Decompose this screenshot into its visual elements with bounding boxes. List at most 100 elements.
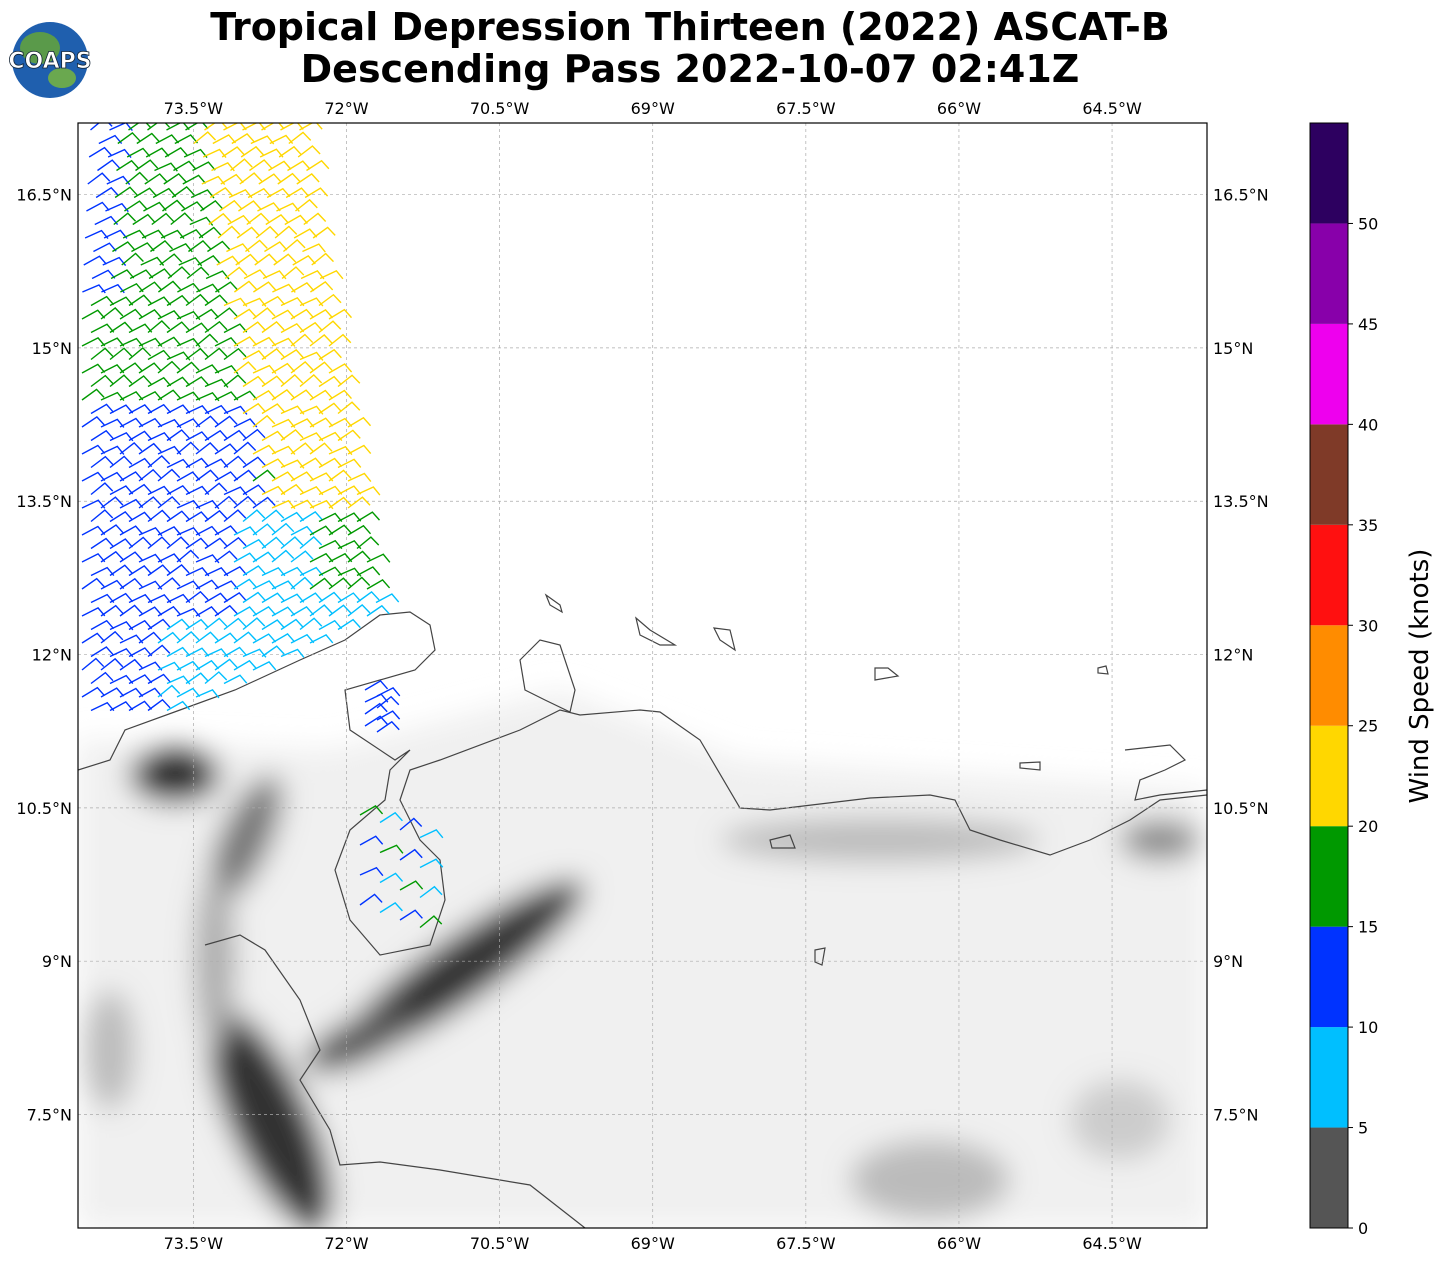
- wind-barb: [109, 431, 134, 442]
- y-tick-label: 13.5°N: [16, 492, 72, 511]
- wind-barb: [152, 187, 177, 199]
- wind-barb: [138, 337, 163, 347]
- wind-barb: [278, 145, 302, 158]
- x-tick-label: 66°W: [937, 1234, 981, 1253]
- wind-barb: [318, 402, 342, 415]
- wind-barb: [296, 173, 320, 185]
- wind-barb: [176, 526, 201, 537]
- wind-barb: [280, 123, 304, 131]
- wind-barb: [295, 198, 318, 212]
- wind-barb: [114, 186, 138, 199]
- wind-barb: [128, 511, 153, 523]
- wind-barb: [133, 187, 158, 199]
- wind-barb: [261, 123, 285, 131]
- wind-barb: [252, 307, 276, 320]
- wind-barb: [290, 606, 315, 617]
- wind-barb: [195, 579, 220, 590]
- wind-barb: [223, 297, 248, 307]
- wind-barb: [233, 308, 257, 320]
- colorbar-frame: [1309, 122, 1349, 1229]
- wind-barb: [271, 362, 296, 374]
- wind-barb: [81, 606, 106, 617]
- wind-barb: [271, 471, 296, 482]
- wind-barb: [214, 632, 238, 644]
- wind-barb: [223, 123, 247, 131]
- wind-barb: [309, 308, 334, 320]
- wind-barb: [182, 174, 207, 185]
- wind-barb: [131, 242, 155, 253]
- wind-barb: [109, 647, 134, 658]
- wind-barb: [128, 457, 153, 469]
- wind-barb: [255, 225, 279, 239]
- wind-barb: [109, 592, 134, 604]
- wind-barb: [171, 185, 195, 199]
- wind-barb: [328, 308, 353, 320]
- wind-barb: [193, 131, 217, 145]
- wind-barb: [190, 189, 215, 199]
- wind-barb: [379, 811, 403, 824]
- x-tick-label: 64.5°W: [1082, 99, 1142, 118]
- wind-barb: [166, 700, 191, 712]
- wind-barb: [293, 228, 318, 239]
- wind-barb: [81, 444, 106, 455]
- wind-barb: [201, 175, 226, 186]
- wind-barb: [195, 606, 220, 617]
- wind-barb: [299, 485, 324, 496]
- wind-barb: [328, 577, 352, 590]
- wind-barb: [223, 674, 248, 685]
- wind-barb: [128, 564, 152, 577]
- wind-barb: [214, 391, 239, 401]
- wind-barb: [166, 321, 190, 334]
- wind-barb: [328, 496, 352, 509]
- wind-barb: [261, 536, 285, 550]
- wind-barb: [216, 255, 240, 266]
- wind-barb: [227, 214, 251, 226]
- wind-barb: [128, 483, 152, 496]
- wind-barb: [100, 579, 125, 590]
- wind-barb: [242, 375, 266, 388]
- wind-barb: [337, 429, 361, 442]
- wind-barb: [214, 336, 239, 347]
- wind-barb: [379, 901, 403, 914]
- wind-barb: [223, 455, 247, 469]
- title-line: Descending Pass 2022-10-07 02:41Z: [301, 47, 1080, 91]
- wind-barb: [280, 296, 305, 307]
- wind-barb: [147, 698, 171, 712]
- wind-barb: [261, 458, 286, 469]
- wind-barb: [81, 499, 106, 509]
- wind-barb: [271, 499, 296, 510]
- wind-barb: [139, 281, 163, 293]
- wind-barb: [233, 469, 257, 482]
- wind-barb: [204, 671, 228, 685]
- wind-barb: [285, 187, 310, 199]
- wind-barb: [119, 658, 143, 671]
- wind-barb: [299, 535, 323, 550]
- wind-barb: [185, 672, 209, 685]
- wind-barb: [261, 645, 285, 658]
- wind-barb: [261, 320, 285, 334]
- wind-barb: [138, 308, 163, 320]
- colorbar-tick-label: 20: [1358, 817, 1378, 836]
- wind-barb: [376, 695, 400, 709]
- wind-barb: [116, 159, 140, 172]
- wind-barb: [364, 702, 388, 715]
- wind-barb: [195, 442, 219, 455]
- wind-barb: [221, 146, 245, 158]
- wind-barb: [176, 580, 201, 590]
- wind-barb: [328, 389, 352, 401]
- wind-barb: [100, 418, 125, 428]
- wind-barb: [337, 539, 362, 550]
- wind-barb: [242, 350, 267, 361]
- x-tick-label: 64.5°W: [1082, 1234, 1142, 1253]
- wind-barb: [223, 323, 248, 334]
- wind-barb: [179, 228, 204, 239]
- wind-barb: [223, 646, 248, 658]
- wind-barb: [176, 630, 200, 644]
- wind-barb: [347, 416, 372, 428]
- y-tick-label: 10.5°N: [16, 799, 72, 818]
- wind-barb: [276, 202, 300, 212]
- wind-barb: [119, 417, 144, 428]
- wind-barb: [359, 835, 384, 846]
- wind-barb: [157, 577, 181, 590]
- wind-barb: [163, 172, 187, 185]
